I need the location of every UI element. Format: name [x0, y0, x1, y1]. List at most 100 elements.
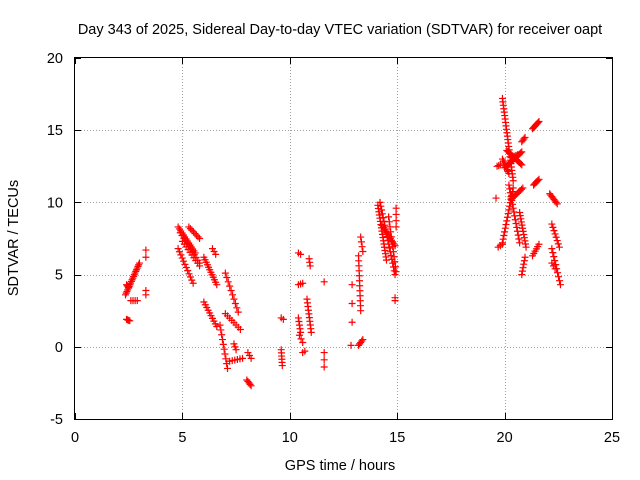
- data-point: [509, 177, 517, 185]
- data-point: [520, 135, 528, 143]
- data-point: [388, 238, 396, 246]
- data-point: [348, 281, 356, 289]
- data-point: [534, 119, 542, 127]
- data-point: [552, 198, 560, 206]
- data-point: [278, 362, 286, 370]
- data-point: [358, 243, 366, 251]
- data-point: [188, 226, 196, 234]
- data-point: [320, 349, 328, 357]
- data-point: [129, 274, 137, 282]
- data-point: [392, 204, 400, 212]
- data-point: [507, 154, 515, 162]
- data-point: [320, 363, 328, 371]
- x-tick-label: 10: [282, 430, 298, 446]
- data-point: [236, 325, 244, 333]
- x-tick-label: 5: [178, 430, 186, 446]
- data-point: [555, 273, 563, 281]
- data-point: [392, 268, 400, 276]
- data-point: [519, 184, 527, 192]
- data-point: [132, 267, 140, 275]
- data-point: [229, 291, 237, 299]
- data-point: [224, 278, 232, 286]
- data-point: [133, 264, 141, 272]
- data-point: [227, 286, 235, 294]
- data-point: [387, 233, 395, 241]
- data-point: [505, 170, 513, 178]
- x-tick-label: 20: [497, 430, 513, 446]
- data-point: [196, 262, 204, 270]
- data-point: [231, 299, 239, 307]
- data-point: [213, 281, 221, 289]
- data-point: [391, 263, 399, 271]
- x-axis-label: GPS time / hours: [285, 458, 395, 474]
- chart-title: Day 343 of 2025, Sidereal Day-to-day VTE…: [78, 22, 602, 38]
- data-point: [124, 283, 132, 291]
- data-point: [185, 223, 193, 231]
- data-point: [189, 228, 197, 236]
- data-point: [535, 118, 543, 126]
- data-point: [503, 213, 511, 221]
- y-tick-label: 20: [47, 51, 63, 67]
- data-point: [555, 277, 563, 285]
- data-point: [551, 230, 559, 238]
- data-point: [196, 235, 204, 242]
- data-point: [391, 297, 399, 305]
- data-point: [510, 152, 518, 160]
- data-point: [221, 269, 229, 277]
- data-point: [519, 264, 527, 272]
- data-point: [357, 307, 365, 315]
- data-point: [127, 277, 135, 285]
- plot-frame: [74, 57, 613, 420]
- data-point: [493, 162, 501, 170]
- data-point: [522, 243, 530, 251]
- data-point: [212, 250, 220, 258]
- data-point: [301, 347, 309, 355]
- data-point: [178, 254, 186, 262]
- data-point: [234, 308, 242, 316]
- data-point: [521, 133, 529, 141]
- data-point: [130, 271, 138, 279]
- data-point: [142, 253, 150, 261]
- data-point: [378, 210, 386, 218]
- data-point: [320, 356, 328, 364]
- data-point: [226, 282, 234, 290]
- data-point: [391, 258, 399, 266]
- data-point: [193, 231, 201, 239]
- x-tick-labels: 0 5 10 15 20 25: [71, 430, 620, 446]
- data-point: [347, 341, 355, 349]
- data-point: [359, 247, 367, 255]
- data-point: [392, 217, 400, 225]
- data-point: [247, 354, 255, 362]
- data-point: [500, 232, 508, 240]
- data-point: [520, 260, 528, 268]
- y-tick-label: 5: [55, 268, 63, 284]
- data-point: [506, 189, 514, 197]
- data-point: [512, 151, 520, 159]
- data-point: [521, 253, 529, 261]
- y-tick-label: 0: [55, 340, 63, 356]
- data-point: [224, 364, 232, 372]
- y-tick-label: 15: [47, 123, 63, 139]
- data-point: [499, 235, 507, 243]
- data-point: [247, 382, 255, 390]
- data-point: [554, 269, 562, 277]
- data-point: [379, 214, 387, 222]
- data-point: [194, 233, 202, 241]
- data-point: [392, 223, 400, 231]
- data-point: [518, 185, 526, 193]
- data-point: [348, 318, 356, 326]
- data-point: [348, 299, 356, 307]
- data-point: [133, 266, 141, 274]
- data-point: [515, 235, 523, 243]
- data-point: [217, 326, 225, 334]
- data-point: [387, 252, 395, 260]
- data-point: [518, 271, 526, 279]
- data-point: [549, 223, 557, 231]
- data-point: [218, 336, 226, 344]
- data-point: [511, 216, 519, 224]
- data-point: [498, 239, 506, 247]
- data-point: [492, 194, 500, 202]
- data-point: [548, 220, 556, 228]
